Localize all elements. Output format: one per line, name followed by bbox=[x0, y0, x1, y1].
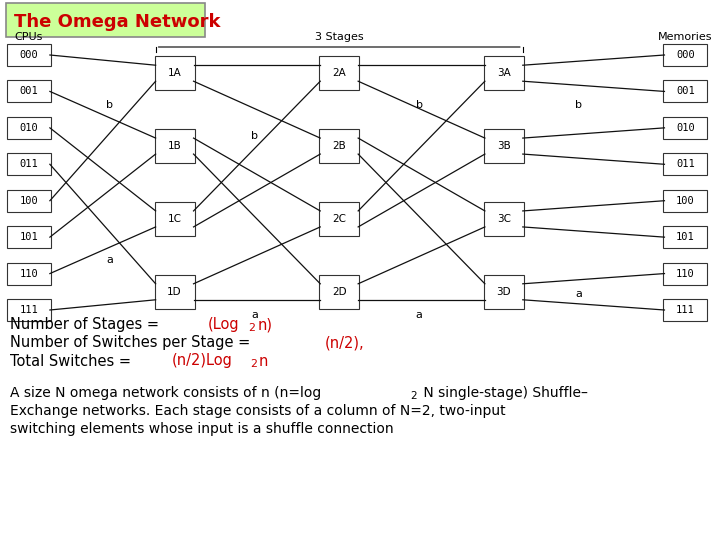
Text: Number of Switches per Stage =: Number of Switches per Stage = bbox=[10, 335, 255, 350]
Text: (n/2),: (n/2), bbox=[325, 335, 365, 350]
Text: 110: 110 bbox=[19, 268, 38, 279]
Text: 1C: 1C bbox=[168, 214, 181, 224]
FancyBboxPatch shape bbox=[663, 117, 707, 139]
FancyBboxPatch shape bbox=[319, 275, 359, 309]
FancyBboxPatch shape bbox=[663, 262, 707, 285]
Text: n): n) bbox=[257, 318, 272, 333]
Text: 3A: 3A bbox=[497, 68, 510, 78]
Text: Number of Stages =: Number of Stages = bbox=[10, 318, 163, 333]
Text: 1A: 1A bbox=[168, 68, 181, 78]
Text: Memories: Memories bbox=[658, 32, 713, 42]
Text: a: a bbox=[575, 289, 582, 299]
Text: 3 Stages: 3 Stages bbox=[315, 32, 364, 42]
FancyBboxPatch shape bbox=[663, 153, 707, 176]
FancyBboxPatch shape bbox=[319, 129, 359, 163]
FancyBboxPatch shape bbox=[484, 56, 523, 90]
Text: (Log: (Log bbox=[208, 318, 239, 333]
Text: 3C: 3C bbox=[497, 214, 510, 224]
Text: b: b bbox=[107, 100, 113, 110]
FancyBboxPatch shape bbox=[7, 80, 51, 103]
Text: 011: 011 bbox=[19, 159, 38, 169]
FancyBboxPatch shape bbox=[7, 299, 51, 321]
Text: a: a bbox=[415, 310, 423, 320]
Text: 100: 100 bbox=[676, 195, 695, 206]
FancyBboxPatch shape bbox=[155, 202, 194, 236]
FancyBboxPatch shape bbox=[319, 202, 359, 236]
FancyBboxPatch shape bbox=[7, 153, 51, 176]
FancyBboxPatch shape bbox=[663, 190, 707, 212]
Text: a: a bbox=[107, 255, 113, 265]
Text: n: n bbox=[259, 354, 269, 368]
Text: 101: 101 bbox=[676, 232, 695, 242]
FancyBboxPatch shape bbox=[7, 44, 51, 66]
FancyBboxPatch shape bbox=[7, 190, 51, 212]
Text: 2: 2 bbox=[250, 359, 257, 369]
FancyBboxPatch shape bbox=[155, 56, 194, 90]
Text: 000: 000 bbox=[19, 50, 38, 60]
Text: 3B: 3B bbox=[497, 141, 510, 151]
Text: 100: 100 bbox=[19, 195, 38, 206]
FancyBboxPatch shape bbox=[155, 129, 194, 163]
FancyBboxPatch shape bbox=[7, 226, 51, 248]
FancyBboxPatch shape bbox=[663, 44, 707, 66]
Text: 2: 2 bbox=[248, 323, 256, 333]
Text: 111: 111 bbox=[19, 305, 38, 315]
Text: 2A: 2A bbox=[333, 68, 346, 78]
Text: The Omega Network: The Omega Network bbox=[14, 13, 220, 31]
FancyBboxPatch shape bbox=[6, 3, 204, 37]
Text: 2D: 2D bbox=[332, 287, 346, 297]
Text: b: b bbox=[415, 100, 423, 110]
Text: 2B: 2B bbox=[333, 141, 346, 151]
Text: CPUs: CPUs bbox=[14, 32, 43, 42]
FancyBboxPatch shape bbox=[484, 129, 523, 163]
Text: 2: 2 bbox=[410, 392, 418, 401]
Text: 1D: 1D bbox=[167, 287, 182, 297]
Text: 001: 001 bbox=[19, 86, 38, 97]
Text: 101: 101 bbox=[19, 232, 38, 242]
Text: a: a bbox=[251, 310, 258, 320]
Text: Total Switches =: Total Switches = bbox=[10, 354, 135, 368]
Text: 110: 110 bbox=[676, 268, 695, 279]
Text: 011: 011 bbox=[676, 159, 695, 169]
Text: b: b bbox=[575, 100, 582, 110]
Text: 3D: 3D bbox=[497, 287, 511, 297]
Text: 010: 010 bbox=[19, 123, 38, 133]
Text: 2C: 2C bbox=[332, 214, 346, 224]
FancyBboxPatch shape bbox=[663, 299, 707, 321]
Text: N single-stage) Shuffle–: N single-stage) Shuffle– bbox=[419, 387, 588, 400]
Text: 001: 001 bbox=[676, 86, 695, 97]
FancyBboxPatch shape bbox=[319, 56, 359, 90]
Text: A size N omega network consists of n (n=log: A size N omega network consists of n (n=… bbox=[10, 387, 321, 400]
FancyBboxPatch shape bbox=[7, 117, 51, 139]
Text: 111: 111 bbox=[676, 305, 695, 315]
FancyBboxPatch shape bbox=[7, 262, 51, 285]
FancyBboxPatch shape bbox=[155, 275, 194, 309]
Text: Exchange networks. Each stage consists of a column of N=2, two-input: Exchange networks. Each stage consists o… bbox=[10, 404, 505, 418]
Text: 010: 010 bbox=[676, 123, 695, 133]
FancyBboxPatch shape bbox=[484, 202, 523, 236]
FancyBboxPatch shape bbox=[484, 275, 523, 309]
Text: b: b bbox=[251, 131, 258, 141]
Text: (n/2)Log: (n/2)Log bbox=[171, 354, 233, 368]
Text: 000: 000 bbox=[676, 50, 695, 60]
Text: switching elements whose input is a shuffle connection: switching elements whose input is a shuf… bbox=[10, 422, 394, 436]
Text: 1B: 1B bbox=[168, 141, 181, 151]
FancyBboxPatch shape bbox=[663, 226, 707, 248]
FancyBboxPatch shape bbox=[663, 80, 707, 103]
